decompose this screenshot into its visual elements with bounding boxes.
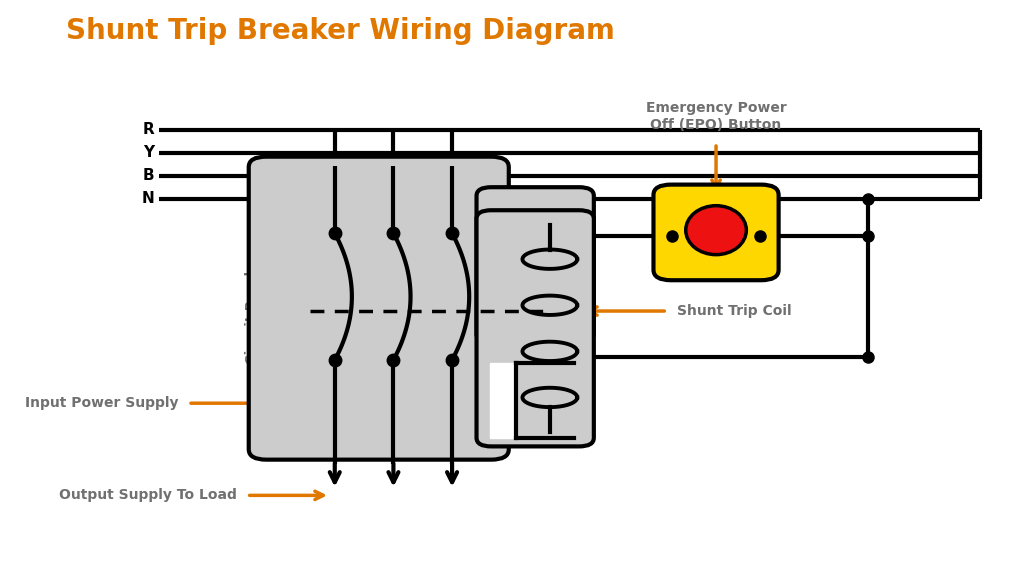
- Text: B: B: [142, 168, 154, 183]
- FancyBboxPatch shape: [476, 187, 594, 343]
- Ellipse shape: [686, 206, 746, 255]
- FancyBboxPatch shape: [653, 184, 778, 281]
- Text: Input Power Supply: Input Power Supply: [25, 396, 178, 410]
- FancyBboxPatch shape: [249, 157, 509, 460]
- Text: Circuit Breaker: Circuit Breaker: [245, 252, 258, 365]
- Text: N: N: [141, 191, 154, 206]
- Text: Output Supply To Load: Output Supply To Load: [59, 488, 237, 502]
- Text: Shunt Trip Breaker Wiring Diagram: Shunt Trip Breaker Wiring Diagram: [66, 17, 614, 46]
- Polygon shape: [490, 363, 516, 438]
- FancyBboxPatch shape: [476, 210, 594, 446]
- Text: R: R: [142, 122, 154, 137]
- Text: Shunt Trip Coil: Shunt Trip Coil: [677, 304, 792, 318]
- Text: Emergency Power
Off (EPO) Button: Emergency Power Off (EPO) Button: [646, 101, 786, 132]
- Text: Y: Y: [142, 145, 154, 160]
